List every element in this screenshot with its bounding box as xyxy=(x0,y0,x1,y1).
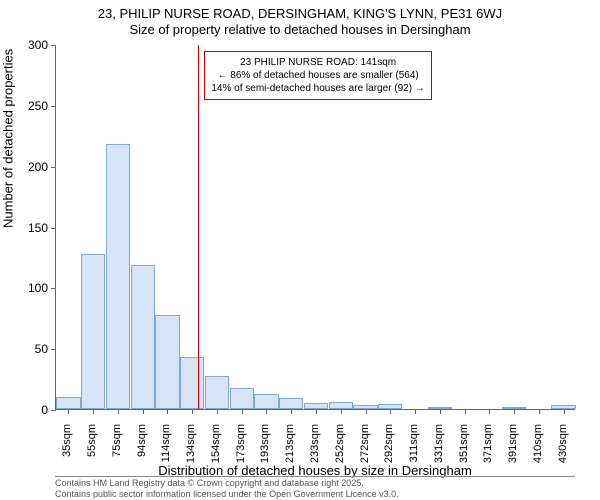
x-tick-mark xyxy=(514,409,515,414)
annotation-line: 14% of semi-detached houses are larger (… xyxy=(211,82,424,95)
x-tick-mark xyxy=(415,409,416,414)
histogram-bar xyxy=(155,315,179,409)
x-tick-mark xyxy=(266,409,267,414)
y-tick-label: 150 xyxy=(8,221,48,235)
footer-copyright: Contains HM Land Registry data © Crown c… xyxy=(55,478,575,489)
x-tick-label: 252sqm xyxy=(334,424,346,474)
annotation-box: 23 PHILIP NURSE ROAD: 141sqm← 86% of det… xyxy=(204,51,431,100)
x-tick-label: 75sqm xyxy=(111,424,123,474)
histogram-bar xyxy=(205,376,229,409)
x-tick-mark xyxy=(167,409,168,414)
histogram-bar xyxy=(279,398,303,409)
x-tick-mark xyxy=(192,409,193,414)
y-tick-label: 100 xyxy=(8,281,48,295)
chart-footer: Contains HM Land Registry data © Crown c… xyxy=(55,476,575,500)
x-tick-mark xyxy=(118,409,119,414)
x-tick-label: 94sqm xyxy=(136,424,148,474)
reference-line xyxy=(198,45,199,409)
y-tick-label: 300 xyxy=(8,38,48,52)
x-tick-label: 331sqm xyxy=(433,424,445,474)
histogram-bar xyxy=(180,357,204,409)
x-tick-mark xyxy=(465,409,466,414)
x-tick-label: 193sqm xyxy=(259,424,271,474)
x-tick-label: 311sqm xyxy=(408,424,420,474)
histogram-bar xyxy=(230,388,254,409)
y-tick-label: 200 xyxy=(8,160,48,174)
x-tick-mark xyxy=(440,409,441,414)
x-tick-label: 351sqm xyxy=(458,424,470,474)
x-tick-label: 292sqm xyxy=(383,424,395,474)
x-tick-label: 55sqm xyxy=(86,424,98,474)
x-tick-label: 154sqm xyxy=(210,424,222,474)
x-tick-label: 35sqm xyxy=(61,424,73,474)
x-tick-label: 430sqm xyxy=(557,424,569,474)
y-tick-mark xyxy=(51,45,56,46)
x-tick-mark xyxy=(366,409,367,414)
x-tick-label: 134sqm xyxy=(185,424,197,474)
plot-area: 23 PHILIP NURSE ROAD: 141sqm← 86% of det… xyxy=(55,45,575,410)
y-tick-mark xyxy=(51,288,56,289)
annotation-line: ← 86% of detached houses are smaller (56… xyxy=(211,69,424,82)
x-tick-mark xyxy=(316,409,317,414)
histogram-bar xyxy=(329,402,353,409)
x-tick-label: 213sqm xyxy=(284,424,296,474)
x-tick-label: 114sqm xyxy=(160,424,172,474)
x-tick-mark xyxy=(242,409,243,414)
y-tick-mark xyxy=(51,106,56,107)
chart-title-address: 23, PHILIP NURSE ROAD, DERSINGHAM, KING'… xyxy=(0,6,600,21)
x-tick-mark xyxy=(93,409,94,414)
x-tick-mark xyxy=(489,409,490,414)
chart-title-description: Size of property relative to detached ho… xyxy=(0,22,600,37)
histogram-bar xyxy=(131,265,155,409)
histogram-bar xyxy=(56,397,80,409)
x-tick-mark xyxy=(390,409,391,414)
x-tick-label: 173sqm xyxy=(235,424,247,474)
x-tick-label: 233sqm xyxy=(309,424,321,474)
y-tick-mark xyxy=(51,349,56,350)
x-tick-mark xyxy=(68,409,69,414)
x-tick-mark xyxy=(564,409,565,414)
footer-licence: Contains public sector information licen… xyxy=(55,489,575,500)
y-tick-mark xyxy=(51,410,56,411)
annotation-line: 23 PHILIP NURSE ROAD: 141sqm xyxy=(211,56,424,69)
x-tick-mark xyxy=(143,409,144,414)
x-tick-mark xyxy=(217,409,218,414)
x-tick-mark xyxy=(291,409,292,414)
x-tick-mark xyxy=(539,409,540,414)
y-tick-mark xyxy=(51,167,56,168)
y-axis-label: Number of detached properties xyxy=(1,49,16,228)
histogram-bar xyxy=(106,144,130,409)
x-tick-mark xyxy=(341,409,342,414)
histogram-bar xyxy=(81,254,105,409)
y-tick-label: 50 xyxy=(8,342,48,356)
x-tick-label: 371sqm xyxy=(482,424,494,474)
x-tick-label: 410sqm xyxy=(532,424,544,474)
x-tick-label: 272sqm xyxy=(359,424,371,474)
y-tick-mark xyxy=(51,228,56,229)
histogram-bar xyxy=(254,394,278,409)
x-tick-label: 391sqm xyxy=(507,424,519,474)
y-tick-label: 250 xyxy=(8,99,48,113)
y-tick-label: 0 xyxy=(8,403,48,417)
